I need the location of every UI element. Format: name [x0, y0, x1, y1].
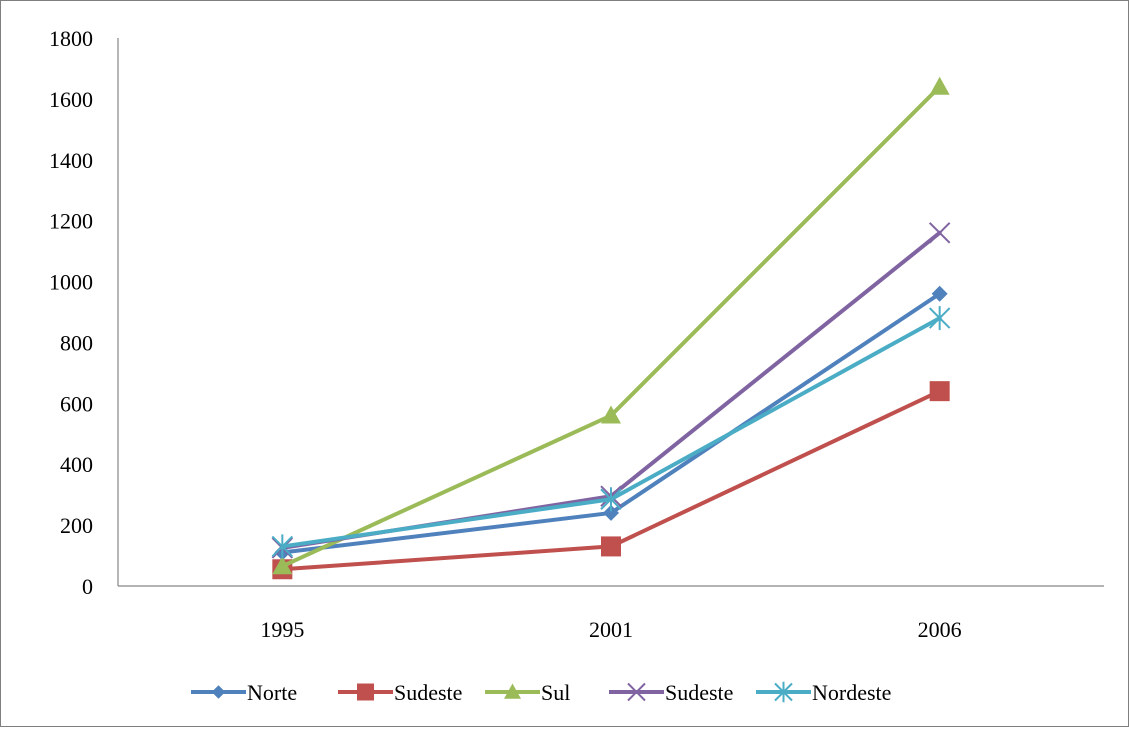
legend-label: Sudeste [394, 680, 462, 705]
x-tick-labels: 1995 2001 2006 [260, 617, 961, 642]
data-point-marker [271, 534, 294, 559]
legend-item: Sul [485, 680, 570, 705]
legend-item: Nordeste [756, 680, 891, 705]
x-tick-label: 1995 [260, 617, 304, 642]
x-tick-label: 2001 [589, 617, 633, 642]
legend-item: Norte [191, 680, 297, 705]
legend-item: Sudeste [609, 680, 733, 705]
x-tick-label: 2006 [918, 617, 962, 642]
data-point-marker [929, 381, 950, 402]
y-tick-label: 1400 [49, 148, 93, 173]
y-tick-label: 1000 [49, 270, 93, 295]
y-tick-label: 1800 [49, 26, 93, 51]
legend-marker [357, 683, 374, 701]
data-point-marker [601, 536, 621, 557]
y-tick-label: 0 [82, 574, 93, 599]
legend-label: Nordeste [812, 680, 891, 705]
legend-marker [504, 683, 521, 699]
data-point-marker [272, 556, 293, 575]
y-tick-label: 800 [60, 330, 93, 355]
legend-label: Sudeste [665, 680, 733, 705]
y-tick-label: 1600 [49, 87, 93, 112]
series-group [271, 76, 951, 580]
y-tick-label: 1200 [49, 209, 93, 234]
data-point-marker [600, 487, 622, 512]
y-tick-label: 600 [60, 391, 93, 416]
legend-label: Sul [541, 680, 570, 705]
data-point-marker [931, 285, 948, 302]
axes [117, 38, 1104, 587]
legend-item: Sudeste [338, 680, 462, 705]
y-tick-label: 200 [60, 513, 93, 538]
legend-marker [211, 685, 226, 699]
y-tick-label: 400 [60, 452, 93, 477]
data-point-marker [601, 405, 621, 424]
series-2 [272, 76, 950, 575]
y-tick-labels: 0 200 400 600 800 1000 1200 1400 1600 1800 [49, 26, 93, 599]
legend-marker [627, 682, 646, 702]
legend: Norte Sudeste Sul Sudeste Nordeste [191, 680, 891, 705]
legend-marker [774, 681, 793, 703]
data-point-marker [929, 76, 950, 95]
series-4 [271, 306, 951, 559]
data-point-marker [603, 504, 619, 521]
legend-label: Norte [247, 680, 297, 705]
data-point-marker [928, 306, 951, 331]
series-1 [272, 381, 950, 580]
data-point-marker [928, 222, 951, 244]
